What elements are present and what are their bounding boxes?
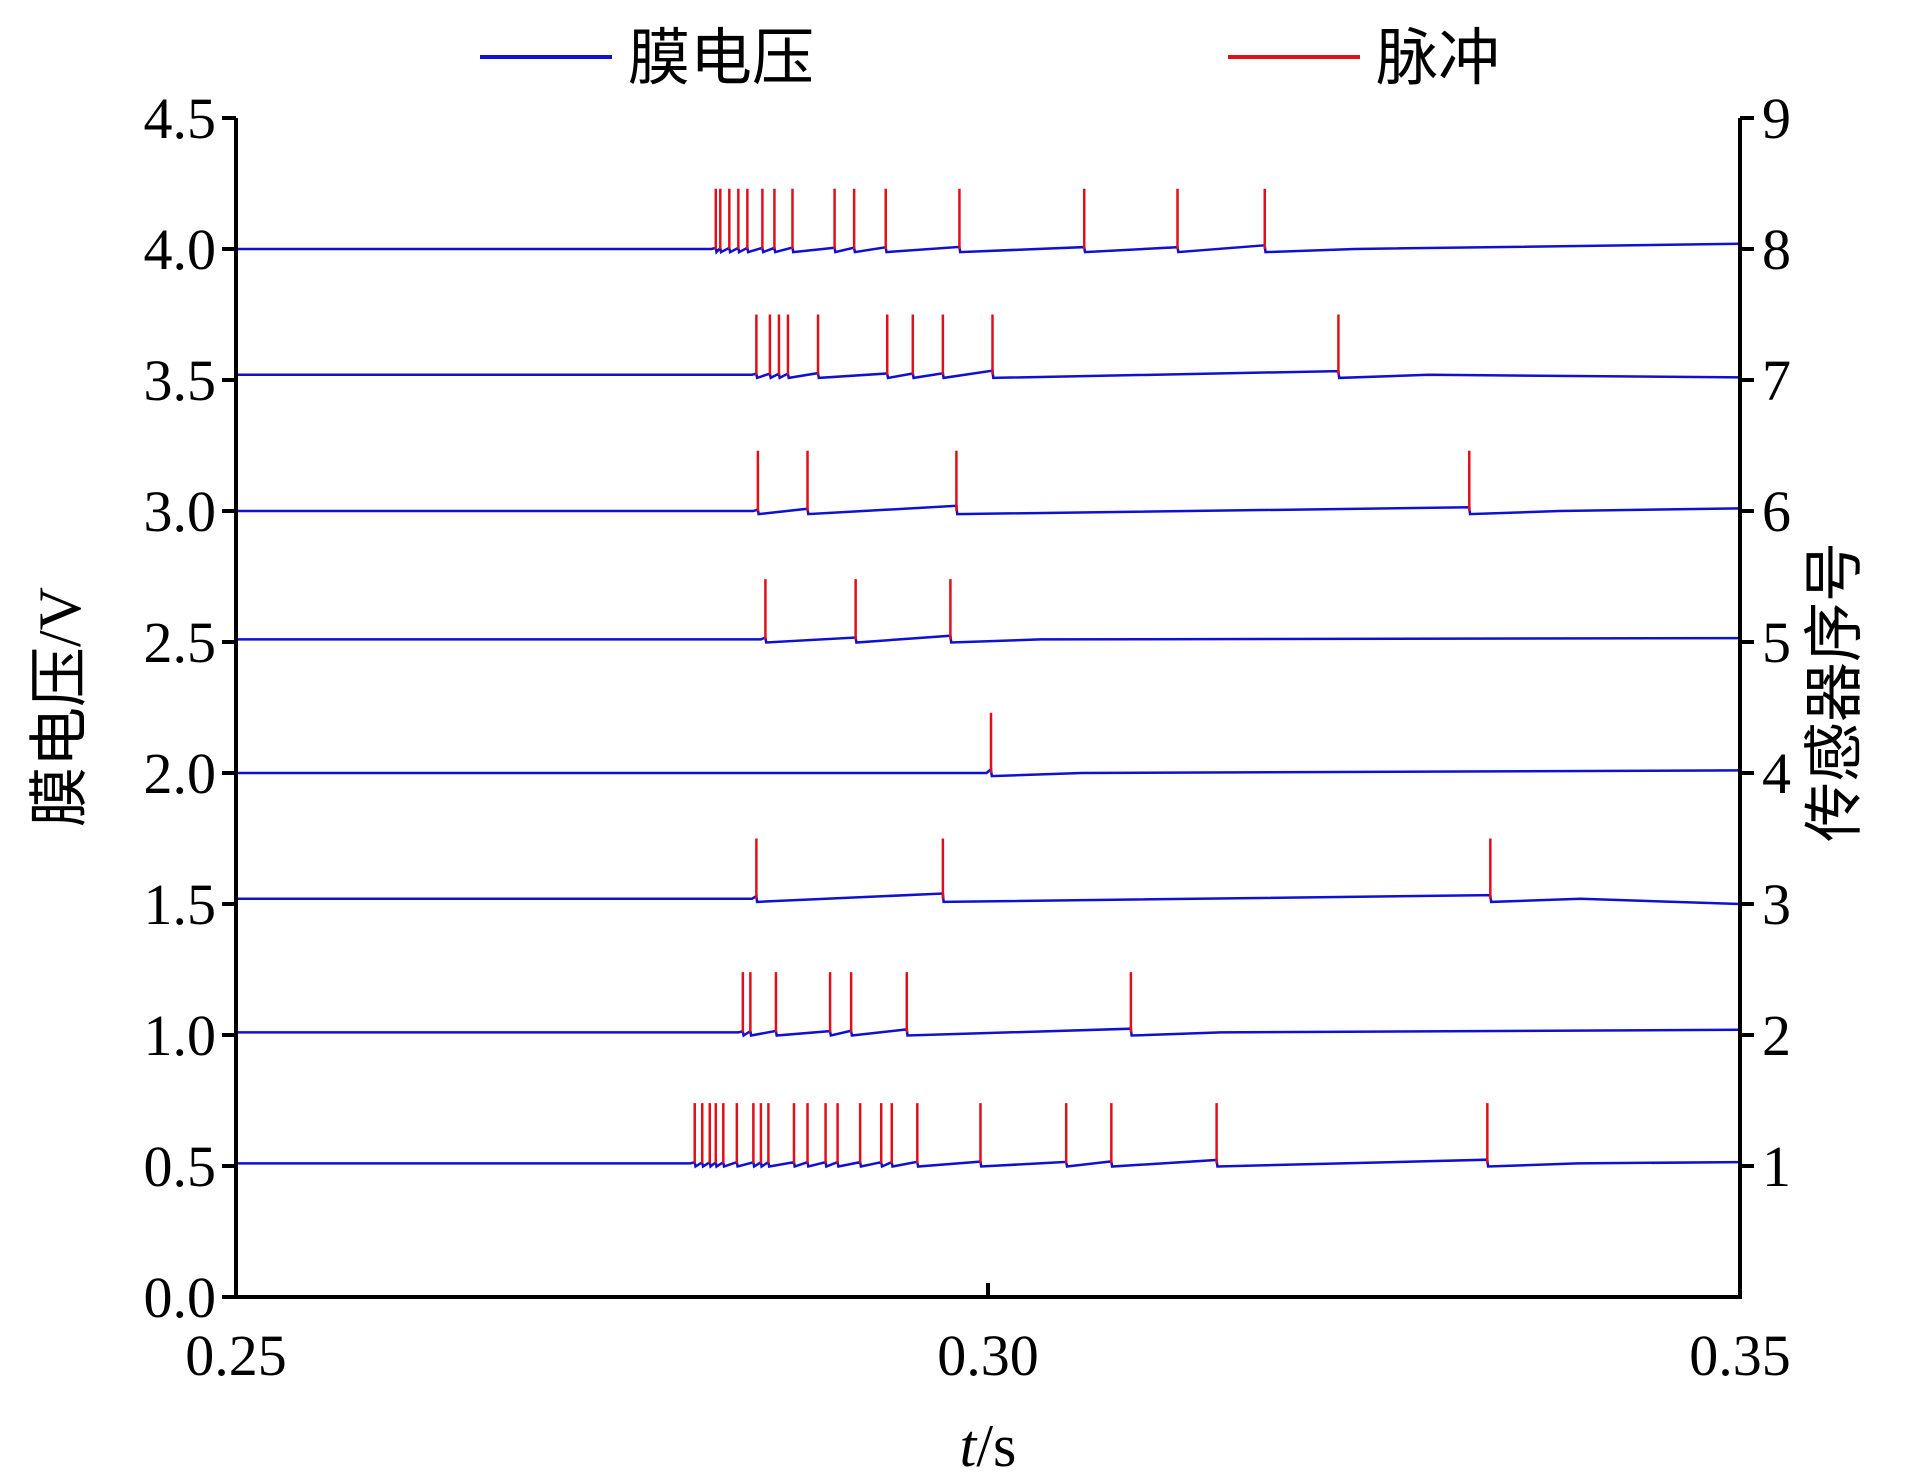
y2-tick-label: 2 <box>1762 1003 1791 1068</box>
x-tick-label: 0.35 <box>1689 1323 1791 1388</box>
y-tick-label: 2.5 <box>144 610 217 675</box>
legend: 膜电压 脉冲 <box>480 21 1500 94</box>
membrane-voltage-line <box>236 504 1741 516</box>
y-tick-label: 3.0 <box>144 479 217 544</box>
axes-frame <box>234 118 1742 1299</box>
sensor-6-trace <box>236 450 1741 516</box>
sensor-5-trace <box>236 579 1741 644</box>
sensor-3-trace <box>236 838 1741 906</box>
y-tick-label: 0.0 <box>144 1265 217 1330</box>
sensor-2-trace <box>236 972 1741 1038</box>
membrane-voltage-line <box>236 242 1741 255</box>
y2-tick-label: 7 <box>1762 348 1791 413</box>
y2-axis-title: 传感器序号 <box>1802 542 1868 842</box>
y2-tick-label: 1 <box>1762 1134 1791 1199</box>
y-tick-label: 2.0 <box>144 741 217 806</box>
sensor-1-trace <box>236 1103 1741 1169</box>
membrane-voltage-line <box>236 766 1741 778</box>
series-layer <box>236 188 1741 1169</box>
y-tick-label: 4.0 <box>144 217 217 282</box>
y2-tick-label: 5 <box>1762 610 1791 675</box>
y2-tick-label: 9 <box>1762 86 1791 151</box>
membrane-voltage-line <box>236 1158 1741 1169</box>
x-axis-title: t/s <box>960 1413 1017 1479</box>
membrane-voltage-line <box>236 892 1741 906</box>
membrane-voltage-line <box>236 1027 1741 1038</box>
sensor-7-trace <box>236 314 1741 380</box>
y2-tick-label: 4 <box>1762 741 1791 806</box>
sensor-4-trace <box>236 712 1741 778</box>
y-tick-label: 1.5 <box>144 872 217 937</box>
y-tick-label: 0.5 <box>144 1134 217 1199</box>
x-tick-label: 0.30 <box>937 1323 1039 1388</box>
y2-tick-label: 3 <box>1762 872 1791 937</box>
tick-layer: 0.0 0.5 1.0 1.5 2.0 2.5 3.0 3.5 4.0 4.5 1 2 3 4 5 6 7 8 9 0… <box>144 86 1792 1388</box>
x-tick-label: 0.25 <box>185 1323 287 1388</box>
y2-tick-label: 6 <box>1762 479 1791 544</box>
y-axis-title: 膜电压/V <box>27 587 93 827</box>
legend-label-membrane: 膜电压 <box>628 21 814 94</box>
y-tick-label: 4.5 <box>144 86 217 151</box>
y-tick-label: 3.5 <box>144 348 217 413</box>
membrane-voltage-line <box>236 634 1741 644</box>
legend-label-spike: 脉冲 <box>1376 21 1500 94</box>
sensor-8-trace <box>236 188 1741 255</box>
membrane-voltage-line <box>236 369 1741 380</box>
y-tick-label: 1.0 <box>144 1003 217 1068</box>
y2-tick-label: 8 <box>1762 217 1791 282</box>
